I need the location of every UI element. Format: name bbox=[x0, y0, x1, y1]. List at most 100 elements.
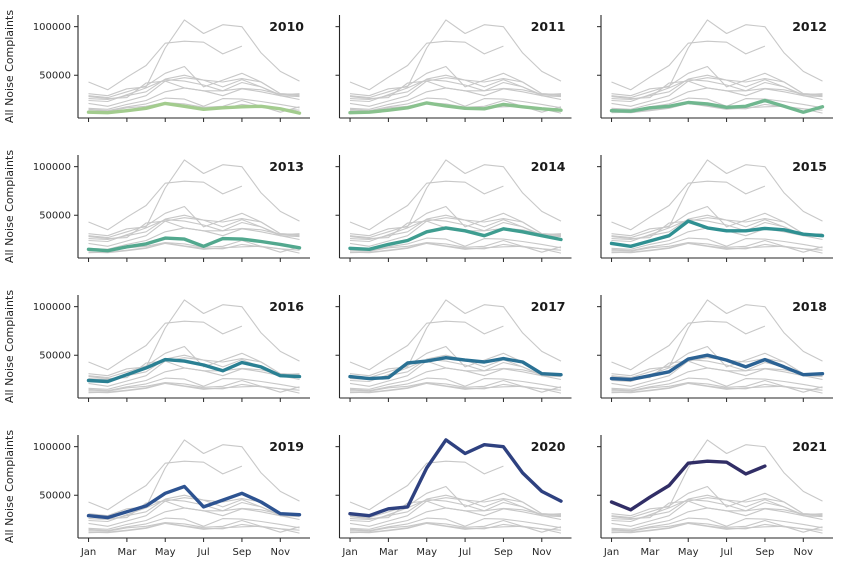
background-line-2013 bbox=[349, 237, 562, 252]
background-line-2018 bbox=[611, 494, 823, 521]
y-tick-label: 100000 bbox=[33, 162, 71, 173]
background-line-2012 bbox=[349, 519, 562, 533]
background-line-2020 bbox=[611, 19, 823, 97]
background-line-2020 bbox=[611, 439, 823, 517]
background-line-2020 bbox=[88, 19, 300, 97]
y-tick-label: 100000 bbox=[33, 22, 71, 33]
background-line-2021 bbox=[88, 180, 243, 231]
background-line-2015 bbox=[611, 500, 823, 527]
x-tick-label: Sep bbox=[756, 547, 775, 558]
background-line-2020 bbox=[88, 299, 300, 377]
highlight-line-2020 bbox=[348, 438, 563, 518]
y-tick-label: 100000 bbox=[33, 442, 71, 453]
background-line-2013 bbox=[611, 517, 823, 532]
background-line-2012 bbox=[611, 519, 823, 533]
background-line-2018 bbox=[611, 74, 823, 101]
highlight-line-2010 bbox=[86, 101, 302, 115]
background-line-2021 bbox=[611, 320, 766, 371]
year-label-2020: 2020 bbox=[531, 439, 566, 454]
x-tick-label: Nov bbox=[794, 547, 814, 558]
background-line-2013 bbox=[349, 377, 562, 392]
highlight-line-2016 bbox=[86, 357, 302, 384]
background-line-2012 bbox=[349, 379, 562, 393]
facet-panel-2017: 2017 bbox=[335, 295, 572, 402]
background-line-2021 bbox=[88, 320, 243, 371]
background-line-2013 bbox=[88, 377, 300, 392]
background-line-2017 bbox=[611, 77, 823, 100]
x-tick-label: Sep bbox=[494, 547, 513, 558]
background-line-2015 bbox=[349, 500, 562, 527]
background-line-2015 bbox=[349, 80, 562, 107]
highlight-line-2017 bbox=[348, 356, 563, 381]
background-line-2017 bbox=[349, 357, 562, 380]
background-line-2021 bbox=[611, 40, 766, 91]
background-line-2013 bbox=[611, 237, 823, 252]
background-line-2013 bbox=[88, 97, 300, 112]
background-line-2013 bbox=[611, 377, 823, 392]
x-tick-label: Sep bbox=[233, 547, 252, 558]
year-label-2018: 2018 bbox=[792, 299, 827, 314]
x-tick-label: May bbox=[155, 547, 176, 558]
background-line-2012 bbox=[88, 519, 300, 533]
y-tick-label: 50000 bbox=[39, 71, 71, 82]
background-line-2018 bbox=[88, 74, 300, 101]
y-tick-label: 50000 bbox=[39, 211, 71, 222]
background-line-2018 bbox=[88, 214, 300, 241]
background-line-2017 bbox=[88, 217, 300, 240]
background-line-2015 bbox=[611, 80, 823, 107]
background-line-2019 bbox=[349, 65, 562, 99]
y-axis-label: All Noise Complaints bbox=[3, 150, 16, 263]
background-line-2021 bbox=[349, 180, 504, 231]
year-label-2019: 2019 bbox=[269, 439, 304, 454]
year-label-2014: 2014 bbox=[531, 159, 566, 174]
highlight-line-2012 bbox=[609, 98, 825, 114]
y-tick-label: 50000 bbox=[39, 351, 71, 362]
highlight-line-2014 bbox=[348, 226, 563, 252]
background-line-2017 bbox=[349, 77, 562, 100]
facet-panel-2011: 2011 bbox=[335, 15, 572, 122]
background-line-2021 bbox=[349, 320, 504, 371]
facet-panel-2018: 2018 bbox=[597, 295, 833, 402]
background-line-2015 bbox=[88, 80, 300, 107]
background-line-2013 bbox=[88, 517, 300, 532]
background-line-2015 bbox=[88, 500, 300, 527]
background-line-2019 bbox=[611, 205, 823, 239]
background-line-2021 bbox=[88, 40, 243, 91]
x-tick-label: Jan bbox=[603, 547, 619, 558]
x-tick-label: May bbox=[678, 547, 699, 558]
background-line-2012 bbox=[611, 239, 823, 253]
x-tick-label: Jul bbox=[197, 547, 210, 558]
background-line-2015 bbox=[88, 220, 300, 247]
background-line-2020 bbox=[611, 299, 823, 377]
background-line-2020 bbox=[349, 299, 562, 377]
facet-panel-2019: 50000 100000 Jan Mar May Jul Sep Nov 2019 All Noi… bbox=[3, 430, 310, 558]
facet-panel-2012: 2012 bbox=[597, 15, 833, 122]
background-line-2017 bbox=[349, 497, 562, 520]
y-axis-label: All Noise Complaints bbox=[3, 290, 16, 403]
background-line-2015 bbox=[88, 360, 300, 387]
x-tick-label: Mar bbox=[117, 547, 137, 558]
x-tick-label: Mar bbox=[640, 547, 660, 558]
background-line-2020 bbox=[349, 19, 562, 97]
background-line-2015 bbox=[611, 360, 823, 387]
year-label-2015: 2015 bbox=[792, 159, 827, 174]
facet-panel-2010: 50000 100000 2010 All Noise Complaints bbox=[3, 10, 310, 123]
facet-panel-2014: 2014 bbox=[335, 155, 572, 262]
background-line-2019 bbox=[88, 345, 300, 379]
facet-panel-2016: 50000 100000 2016 All Noise Complaints bbox=[3, 290, 310, 403]
background-line-2012 bbox=[611, 379, 823, 393]
highlight-line-2018 bbox=[609, 353, 825, 382]
highlight-line-2021 bbox=[609, 459, 767, 512]
x-tick-label: May bbox=[416, 547, 437, 558]
background-line-2021 bbox=[88, 460, 243, 511]
y-axis-label: All Noise Complaints bbox=[3, 430, 16, 543]
background-line-2013 bbox=[349, 97, 562, 112]
y-tick-label: 100000 bbox=[33, 302, 71, 313]
background-line-2020 bbox=[611, 159, 823, 237]
year-label-2011: 2011 bbox=[531, 19, 566, 34]
x-tick-label: Jul bbox=[720, 547, 733, 558]
facet-panel-2015: 2015 bbox=[597, 155, 833, 262]
background-line-2019 bbox=[88, 205, 300, 239]
